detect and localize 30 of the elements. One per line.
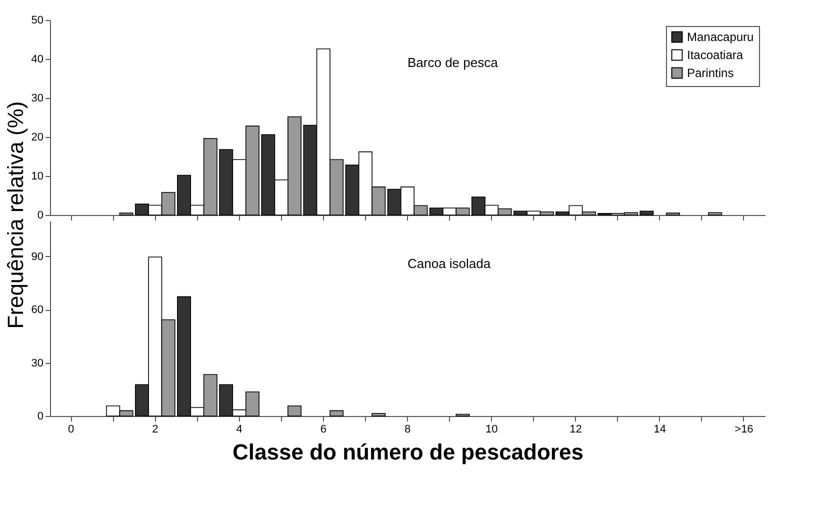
x-axis-title: Classe do número de pescadores [232, 440, 584, 464]
y-tick-label: 30 [31, 357, 44, 370]
y-tick-label: 50 [31, 14, 44, 26]
x-tick-label: 12 [570, 424, 582, 436]
y-tick-label: 0 [37, 210, 44, 222]
y-tick-label: 20 [31, 132, 44, 144]
y-tick-label: 60 [31, 304, 44, 316]
y-tick-label: 40 [31, 54, 44, 66]
y-tick-label: 30 [31, 92, 44, 104]
bar [372, 412, 386, 416]
x-tick-label: 10 [485, 424, 498, 436]
y-axis-title: Frequência relativa (%) [3, 101, 28, 329]
bar [288, 405, 302, 416]
y-tick-label: 10 [31, 170, 44, 182]
bar [708, 212, 722, 216]
legend-label: Itacoatiara [687, 48, 744, 62]
x-tick-label: >16 [734, 424, 754, 436]
x-tick-label: 6 [320, 424, 326, 436]
x-tick-label: 0 [68, 424, 74, 436]
legend-label: Manacapuru [687, 30, 754, 44]
legend-label: Parintins [687, 66, 734, 80]
x-tick-label: 14 [654, 424, 666, 436]
annotation: Canoa isolada [408, 256, 492, 271]
x-tick-label: 8 [404, 424, 411, 436]
x-tick-label: 2 [152, 424, 158, 436]
annotation: Barco de pesca [408, 54, 499, 70]
bar [330, 410, 344, 416]
y-tick-label: 90 [31, 250, 44, 263]
y-tick-label: 0 [37, 410, 44, 422]
x-tick-label: 4 [236, 424, 242, 436]
